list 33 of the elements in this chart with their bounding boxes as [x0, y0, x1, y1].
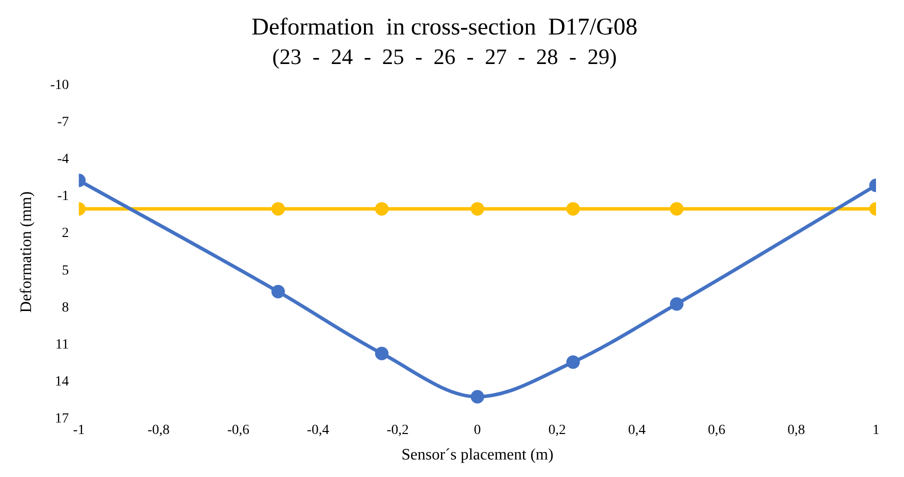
- point: [566, 202, 580, 216]
- x-tick-label: 0,8: [788, 423, 806, 438]
- x-tick-label: 0,4: [628, 423, 646, 438]
- y-tick-label: 2: [62, 226, 69, 242]
- x-tick-label: -1: [73, 423, 85, 438]
- y-tick-label: 11: [55, 337, 69, 352]
- x-tick-label: -0,2: [386, 423, 409, 438]
- y-tick-label: 17: [54, 412, 69, 427]
- chart-title: Deformation in cross-section D17/G08: [252, 14, 638, 41]
- x-tick-label: 0: [474, 423, 481, 438]
- y-axis-title: Deformation (mm): [18, 191, 35, 313]
- y-tick-label: 5: [62, 263, 69, 278]
- x-tick-label: -0,8: [147, 423, 170, 438]
- x-tick-label: -0,6: [227, 423, 250, 438]
- y-tick-label: -10: [50, 78, 69, 93]
- chart-subtitle: (23 - 24 - 25 - 26 - 27 - 28 - 29): [272, 44, 617, 69]
- point: [566, 355, 580, 369]
- point: [470, 390, 484, 404]
- y-tick-label: -4: [57, 152, 69, 168]
- y-tick-label: 8: [62, 300, 69, 316]
- x-tick-label: 1: [872, 423, 880, 438]
- point: [470, 202, 484, 216]
- y-tick-label: -7: [57, 114, 69, 130]
- x-tick-label: 0,6: [708, 423, 726, 438]
- y-tick-label: -1: [57, 189, 69, 204]
- point: [670, 297, 684, 311]
- point: [375, 346, 389, 360]
- point: [375, 202, 389, 216]
- x-tick-label: -0,4: [306, 423, 330, 438]
- x-tick-label: 0,2: [548, 423, 566, 438]
- x-axis-title: Sensor´s placement (m): [401, 446, 554, 464]
- y-tick-label: 14: [54, 374, 69, 390]
- point: [670, 202, 684, 216]
